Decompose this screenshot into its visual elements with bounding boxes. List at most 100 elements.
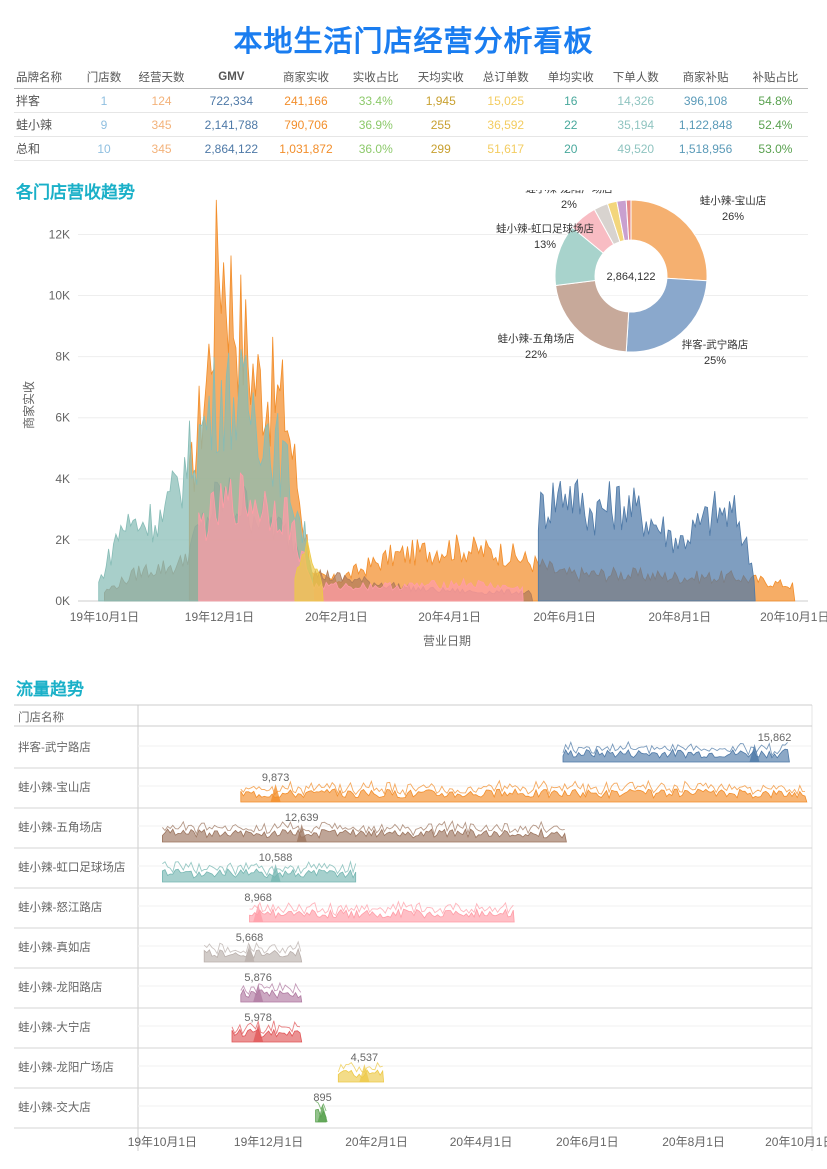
x-tick-label: 19年12月1日 [234,1135,303,1149]
kpi-header-cell: 商家补贴 [668,66,743,89]
traffic-area [249,907,515,923]
kpi-cell: 345 [129,112,195,137]
traffic-line [162,820,565,837]
row-label: 拌客-武宁路店 [18,740,91,754]
kpi-header-cell: 总订单数 [473,66,539,89]
row-label: 蛙小辣-交大店 [18,1100,91,1114]
pie-slice [625,277,708,353]
y-tick-label: 2K [55,533,70,547]
y-tick-label: 12K [49,227,70,241]
pie-slice-name: 蛙小辣-宝山店 [700,194,767,207]
pie-slice-pct: 22% [525,349,547,361]
kpi-cell: 蛙小辣 [14,112,79,137]
kpi-cell: 1 [79,88,130,113]
traffic-peak [244,944,255,962]
y-tick-label: 4K [55,472,70,486]
x-tick-label: 20年4月1日 [418,610,481,624]
traffic-line [231,1019,301,1035]
x-tick-label: 20年6月1日 [533,610,596,624]
x-tick-label: 20年8月1日 [648,610,711,624]
traffic-line [203,940,302,955]
y-tick-label: 8K [55,350,70,364]
revenue-trend-chart: 0K 2K 4K 6K 8K 10K 12K 19年10月1日 19年12月1日 20年2月1日 2… [21,190,827,648]
pie-slice-pct: 26% [722,211,744,223]
x-tick-label: 19年12月1日 [185,610,254,624]
traffic-line [249,900,514,917]
peak-label: 895 [313,1092,331,1104]
pie-center-label: 2,864,122 [607,271,656,283]
row-label: 蛙小辣-大宁店 [18,1020,91,1034]
y-tick-label: 10K [49,289,70,303]
y-tick-label: 6K [55,411,70,425]
kpi-header-cell: 门店数 [79,66,130,89]
kpi-cell: 36.0% [343,136,409,161]
traffic-area [162,827,567,843]
pie-slice-name: 蛙小辣-五角场店 [497,332,574,345]
kpi-cell: 54.8% [742,88,808,113]
pie-slice-name: 拌客-武宁路店 [682,338,749,351]
x-tick-label: 20年8月1日 [662,1135,725,1149]
kpi-cell: 36,592 [473,112,539,137]
revenue-trend-title: 各门店营收趋势 [16,183,135,202]
kpi-cell: 1,518,956 [668,136,743,161]
kpi-header-cell: 单均实收 [538,66,604,89]
traffic-area [231,1028,303,1043]
kpi-cell: 345 [129,136,195,161]
peak-label: 15,862 [758,732,792,744]
traffic-peak [317,1104,328,1122]
peak-label: 5,876 [244,972,272,984]
kpi-cell: 16 [538,88,604,113]
pie-slice-pct: 2% [561,199,577,211]
traffic-peak [253,904,264,922]
x-tick-label: 20年2月1日 [305,610,368,624]
kpi-row: 拌客 1 124 722,334 241,166 33.4% 1,945 15,025 16 14… [14,88,808,113]
traffic-area [162,868,357,883]
kpi-cell: 396,108 [668,88,743,113]
pie-slice [630,199,708,282]
x-tick-label: 19年10月1日 [128,1135,197,1149]
kpi-cell: 36.9% [343,112,409,137]
pie-slice-name: 蛙小辣-龙阳广场店 [525,190,613,195]
pie-slice-pct: 25% [704,355,726,367]
traffic-line [162,860,357,877]
kpi-table: 品牌名称 门店数 经营天数 GMV 商家实收 实收占比 天均实收 总订单数 单均实收 下单人数 商家… [14,66,808,161]
kpi-header-cell: 下单人数 [603,66,669,89]
traffic-peak [270,784,281,802]
traffic-line [337,1061,383,1073]
kpi-cell: 拌客 [14,88,79,113]
pie-slice-pct: 13% [534,239,556,251]
kpi-cell: 22 [538,112,604,137]
kpi-cell: 52.4% [742,112,808,137]
x-tick-label: 20年6月1日 [556,1135,619,1149]
traffic-peak [359,1064,370,1082]
traffic-area [203,947,303,963]
peak-label: 5,668 [236,932,264,944]
pie-slice [625,199,632,241]
x-axis-label: 营业日期 [423,634,471,648]
traffic-peak [270,864,281,882]
series-area [294,539,324,602]
traffic-peak [296,824,307,842]
row-label: 蛙小辣-真如店 [18,940,91,954]
kpi-cell: 9 [79,112,130,137]
kpi-cell: 15,025 [473,88,539,113]
kpi-cell: 10 [79,136,130,161]
row-label: 蛙小辣-怒江路店 [18,900,102,914]
traffic-line [240,779,806,797]
peak-label: 9,873 [262,772,290,784]
row-label: 蛙小辣-虹口足球场店 [18,860,125,874]
row-label: 蛙小辣-五角场店 [18,820,102,834]
kpi-cell: 51,617 [473,136,539,161]
x-tick-label: 20年4月1日 [450,1135,513,1149]
kpi-cell: 14,326 [603,88,669,113]
series-area [198,472,524,602]
page-title: 本地生活门店经营分析看板 [233,26,594,58]
kpi-cell: 1,945 [408,88,474,113]
peak-label: 4,537 [351,1052,379,1064]
x-tick-label: 20年2月1日 [345,1135,408,1149]
kpi-cell: 35,194 [603,112,669,137]
kpi-cell: 299 [408,136,474,161]
kpi-cell: 49,520 [603,136,669,161]
kpi-cell: 53.0% [742,136,808,161]
traffic-trend-title: 流量趋势 [16,680,84,699]
